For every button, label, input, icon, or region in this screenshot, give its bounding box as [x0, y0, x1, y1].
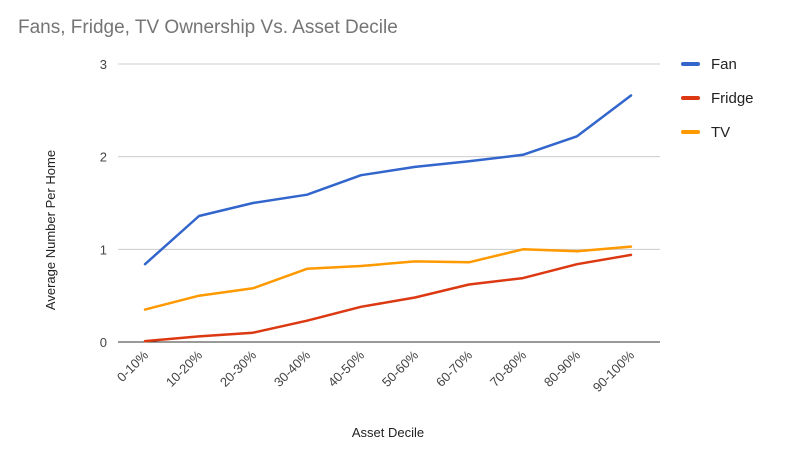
y-tick-label: 3	[100, 57, 107, 72]
x-tick-label: 20-30%	[217, 347, 260, 390]
y-tick-label: 0	[100, 335, 107, 350]
legend-label-fan: Fan	[711, 56, 737, 73]
y-axis-ticks: 0 1 2 3	[100, 57, 107, 350]
x-tick-label: 40-50%	[325, 347, 368, 390]
legend-label-tv: TV	[711, 124, 730, 141]
x-tick-label: 50-60%	[379, 347, 422, 390]
x-tick-label: 90-100%	[590, 347, 638, 395]
x-axis-label: Asset Decile	[352, 425, 424, 440]
series-line-fan	[143, 94, 633, 266]
x-axis-ticks: 0-10% 10-20% 20-30% 30-40% 40-50% 50-60% 60-70…	[114, 347, 637, 395]
y-tick-label: 2	[100, 150, 107, 165]
series-line-fridge	[143, 253, 633, 343]
y-tick-label: 1	[100, 242, 107, 257]
x-tick-label: 80-90%	[541, 347, 584, 390]
series-line-tv	[143, 245, 633, 311]
x-tick-label: 10-20%	[163, 347, 206, 390]
x-tick-label: 70-80%	[487, 347, 530, 390]
legend-label-fridge: Fridge	[711, 90, 754, 107]
chart-title: Fans, Fridge, TV Ownership Vs. Asset Dec…	[18, 17, 398, 38]
legend: Fan Fridge TV	[681, 56, 754, 141]
x-tick-label: 60-70%	[433, 347, 476, 390]
x-tick-label: 30-40%	[271, 347, 314, 390]
series-lines	[143, 94, 633, 343]
x-tick-label: 0-10%	[114, 347, 151, 384]
grid-lines	[118, 63, 660, 250]
y-axis-label: Average Number Per Home	[43, 150, 58, 310]
